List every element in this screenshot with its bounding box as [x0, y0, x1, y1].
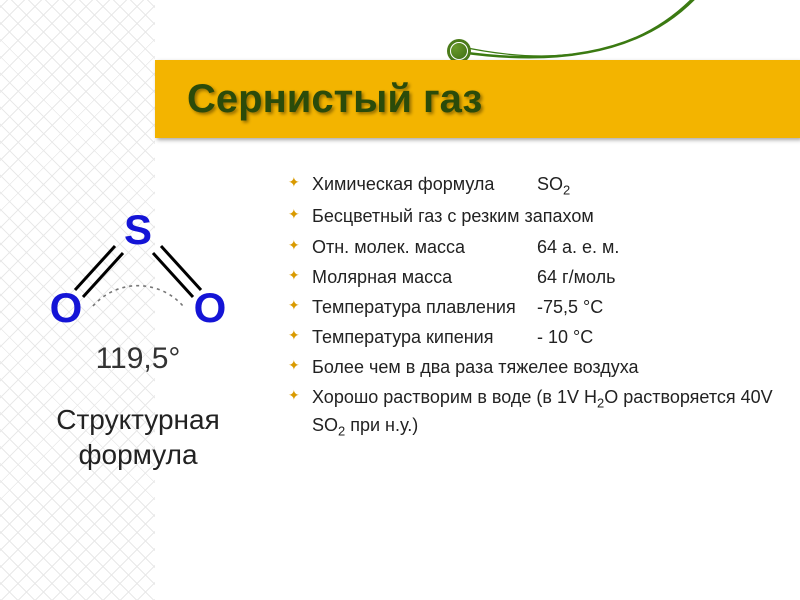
property-value: -75,5 °C [537, 295, 603, 321]
property-label: Температура кипения [312, 325, 537, 351]
decorative-sphere [450, 42, 468, 60]
property-item: Химическая формулаSO2 [288, 172, 778, 200]
property-label: Температура плавления [312, 295, 537, 321]
structure-caption: Структурная формула [18, 402, 258, 472]
property-item: Температура кипения- 10 °C [288, 325, 778, 351]
decorative-arc [450, 0, 710, 60]
properties-list: Химическая формулаSO2 Бесцветный газ с ре… [288, 172, 778, 445]
so2-structure-svg: S O O [33, 210, 243, 340]
title-band: Сернистый газ [155, 60, 800, 138]
bond-angle-label: 119,5° [18, 342, 258, 376]
property-item: Бесцветный газ с резким запахом [288, 204, 778, 230]
property-item: Температура плавления-75,5 °C [288, 295, 778, 321]
property-item: Хорошо растворим в воде (в 1V H2O раство… [288, 385, 778, 441]
property-value: 64 г/моль [537, 265, 615, 291]
caption-line-2: формула [78, 439, 197, 470]
property-value: - 10 °C [537, 325, 593, 351]
property-label: Отн. молек. масса [312, 235, 537, 261]
property-item: Молярная масса64 г/моль [288, 265, 778, 291]
property-value: 64 а. е. м. [537, 235, 619, 261]
atom-o-left: O [50, 284, 83, 331]
caption-line-1: Структурная [56, 404, 219, 435]
property-label: Химическая формула [312, 172, 537, 200]
atom-o-right: O [194, 284, 227, 331]
atom-s: S [124, 210, 152, 253]
property-label: Молярная масса [312, 265, 537, 291]
property-value: SO2 [537, 172, 570, 200]
property-item: Более чем в два раза тяжелее воздуха [288, 355, 778, 381]
property-item: Отн. молек. масса64 а. е. м. [288, 235, 778, 261]
slide-title: Сернистый газ [187, 77, 482, 122]
structural-formula-block: S O O 119,5° Структурная формула [18, 210, 258, 472]
